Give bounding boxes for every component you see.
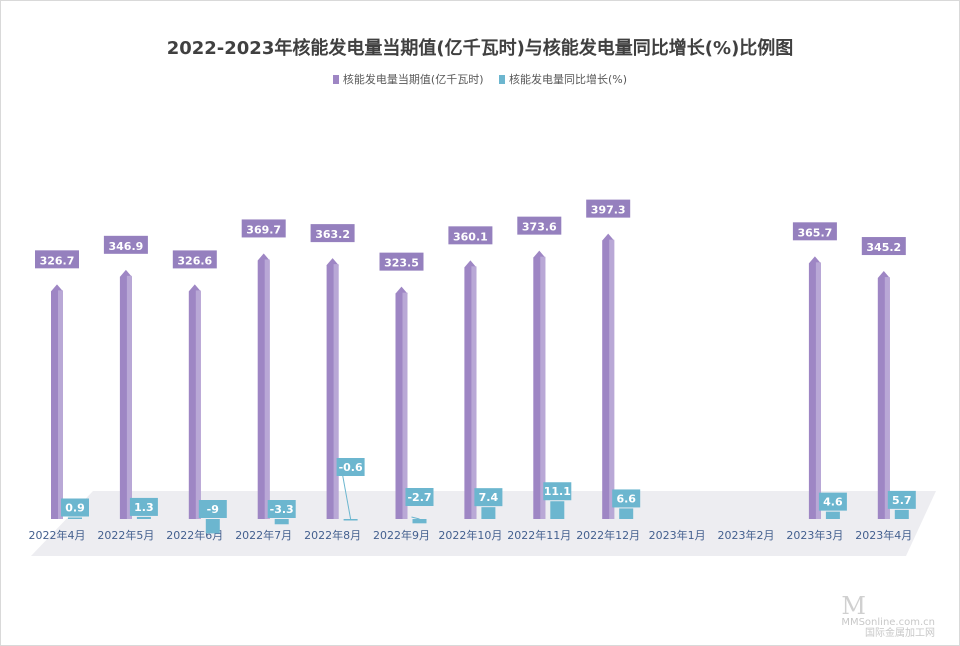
x-tick-label: 2022年11月 [507,528,571,542]
watermark-line2: 国际金属加工网 [865,627,935,639]
data-label-bg-growth [405,488,434,506]
bar-generation-highlight [540,256,546,519]
data-label-growth: -0.6 [339,461,363,474]
legend-label-growth: 核能发电量同比增长(%) [509,73,628,86]
bar-generation-highlight [195,290,201,519]
data-label-growth: 0.9 [65,502,85,515]
watermark: M MMSonline.com.cn 国际金属加工网 [841,594,935,639]
data-label-growth: 5.7 [892,494,912,507]
leader-line-growth [342,474,352,520]
legend-swatch-generation [332,75,339,84]
data-label-generation: 323.5 [384,257,419,270]
legend-item-generation[interactable]: 核能发电量当期值(亿千瓦时) [332,71,484,87]
data-label-bg-generation [379,252,424,271]
data-label-generation: 346.9 [109,240,144,253]
data-label-growth: 4.6 [823,496,843,509]
bar-generation-highlight [609,239,615,519]
data-label-bg-growth [129,497,158,516]
data-label-growth: 1.3 [134,501,154,514]
watermark-logo: M [841,592,866,620]
x-tick-label: 2022年5月 [97,528,154,542]
x-tick-label: 2023年2月 [718,528,775,542]
data-label-growth: -9 [207,503,219,516]
data-label-bg-generation [792,222,837,241]
data-label-bg-generation [241,219,286,238]
x-tick-label: 2022年7月 [235,528,292,542]
data-label-generation: 369.7 [246,223,281,236]
data-label-generation: 360.1 [453,230,488,243]
bar-growth [136,516,151,519]
data-label-generation: 326.6 [177,254,212,267]
data-label-bg-generation [35,250,79,269]
data-label-generation: 345.2 [866,241,901,254]
data-label-generation: 363.2 [315,228,350,241]
legend-item-growth[interactable]: 核能发电量同比增长(%) [499,71,627,87]
x-tick-label: 2022年8月 [304,528,361,542]
data-label-bg-growth [474,488,503,507]
data-label-growth: 6.6 [616,492,636,505]
data-label-generation: 373.6 [522,221,557,234]
data-label-generation: 326.7 [40,254,75,267]
legend-swatch-growth [499,75,506,84]
x-tick-label: 2022年10月 [438,528,502,542]
bar-generation-highlight [333,264,339,519]
chart-title: 2022-2023年核能发电量当期值(亿千瓦时)与核能发电量同比增长(%)比例图 [166,38,794,59]
data-label-bg-generation [103,235,148,254]
x-tick-label: 2023年3月 [786,528,843,542]
data-label-bg-generation [861,237,906,256]
x-tick-label: 2022年4月 [29,528,86,542]
data-label-bg-generation [448,226,493,245]
data-label-generation: 365.7 [798,226,833,239]
leader-line-growth [411,516,420,520]
bar-generation-highlight [471,266,477,519]
x-tick-label: 2022年9月 [373,528,430,542]
data-label-bg-generation [517,216,562,235]
data-label-growth: -2.7 [407,491,431,504]
data-label-bg-growth [887,490,916,509]
bar-generation-highlight [815,262,821,519]
data-label-bg-growth [336,458,365,476]
data-label-bg-growth [818,492,847,511]
bar-generation-highlight [126,275,132,519]
bar-generation-highlight [884,277,890,519]
x-tick-label: 2023年1月 [649,528,706,542]
bar-generation-highlight [402,292,408,519]
legend: 核能发电量当期值(亿千瓦时) 核能发电量同比增长(%) [1,71,959,87]
data-label-bg-growth [543,482,572,501]
data-label-generation: 397.3 [591,204,626,217]
data-label-bg-generation [172,250,217,269]
bar-growth [343,519,358,521]
bar-growth [68,517,82,519]
bar-growth [412,519,427,524]
x-tick-label: 2023年4月 [855,528,912,542]
data-label-growth: 11.1 [544,485,571,498]
bar-growth [481,507,496,519]
bar-growth [894,509,909,519]
watermark-line1: MMSonline.com.cn [841,617,935,628]
bar-generation-highlight [264,259,270,519]
bar-growth [274,519,289,525]
plot-floor [31,491,936,556]
bar-generation-highlight [58,290,63,519]
data-label-bg-growth [198,500,227,518]
x-tick-label: 2022年12月 [576,528,640,542]
data-label-bg-growth [267,500,296,518]
legend-label-generation: 核能发电量当期值(亿千瓦时) [342,73,484,86]
data-label-bg-growth [612,489,641,508]
data-label-bg-generation [586,199,631,218]
data-label-growth: 7.4 [479,491,499,504]
data-label-bg-growth [61,498,89,517]
bar-growth [205,519,220,534]
data-label-bg-generation [310,224,355,243]
bar-growth [825,511,840,519]
bar-growth [550,501,565,519]
data-label-growth: -3.3 [270,503,294,516]
bar-growth [619,508,634,519]
